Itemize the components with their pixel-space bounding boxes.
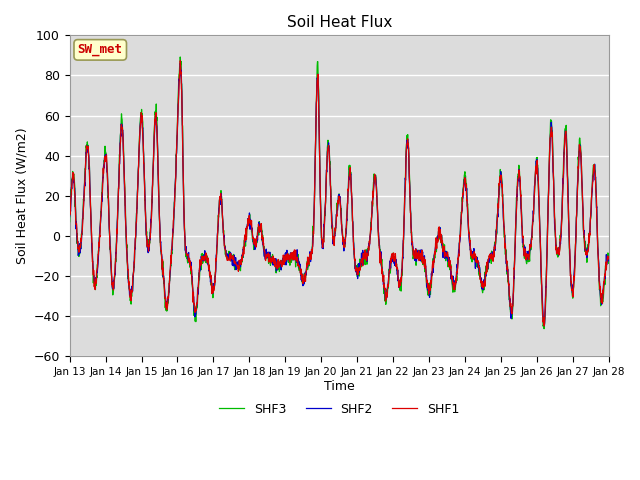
SHF1 xyxy=(181,239,189,245)
SHF1 xyxy=(289,253,296,259)
SHF1 xyxy=(434,237,442,242)
SHF2 xyxy=(66,214,74,219)
SHF3 xyxy=(66,219,74,225)
SHF3 xyxy=(605,257,612,263)
SHF1 xyxy=(268,255,275,261)
Line: SHF3: SHF3 xyxy=(70,57,609,329)
SHF2 xyxy=(541,323,548,328)
SHF2 xyxy=(605,257,612,263)
Y-axis label: Soil Heat Flux (W/m2): Soil Heat Flux (W/m2) xyxy=(15,128,28,264)
SHF1 xyxy=(66,212,74,218)
SHF2 xyxy=(286,255,294,261)
Text: SW_met: SW_met xyxy=(77,43,123,56)
SHF3 xyxy=(268,256,275,262)
SHF3 xyxy=(181,238,189,243)
SHF1 xyxy=(97,217,104,223)
SHF3 xyxy=(177,54,184,60)
SHF1 xyxy=(541,323,548,329)
SHF1 xyxy=(286,257,294,263)
SHF1 xyxy=(177,58,184,63)
SHF1 xyxy=(605,255,612,261)
SHF3 xyxy=(286,263,294,268)
Title: Soil Heat Flux: Soil Heat Flux xyxy=(287,15,392,30)
Line: SHF1: SHF1 xyxy=(70,60,609,326)
SHF2 xyxy=(181,235,189,241)
SHF3 xyxy=(289,257,296,263)
SHF2 xyxy=(434,233,442,239)
SHF2 xyxy=(268,259,275,264)
Line: SHF2: SHF2 xyxy=(70,63,609,325)
SHF3 xyxy=(540,326,548,332)
SHF2 xyxy=(177,60,184,66)
Legend: SHF3, SHF2, SHF1: SHF3, SHF2, SHF1 xyxy=(214,398,464,420)
SHF3 xyxy=(434,236,442,242)
SHF2 xyxy=(289,254,296,260)
SHF3 xyxy=(97,217,104,223)
SHF2 xyxy=(97,219,104,225)
X-axis label: Time: Time xyxy=(324,380,355,393)
